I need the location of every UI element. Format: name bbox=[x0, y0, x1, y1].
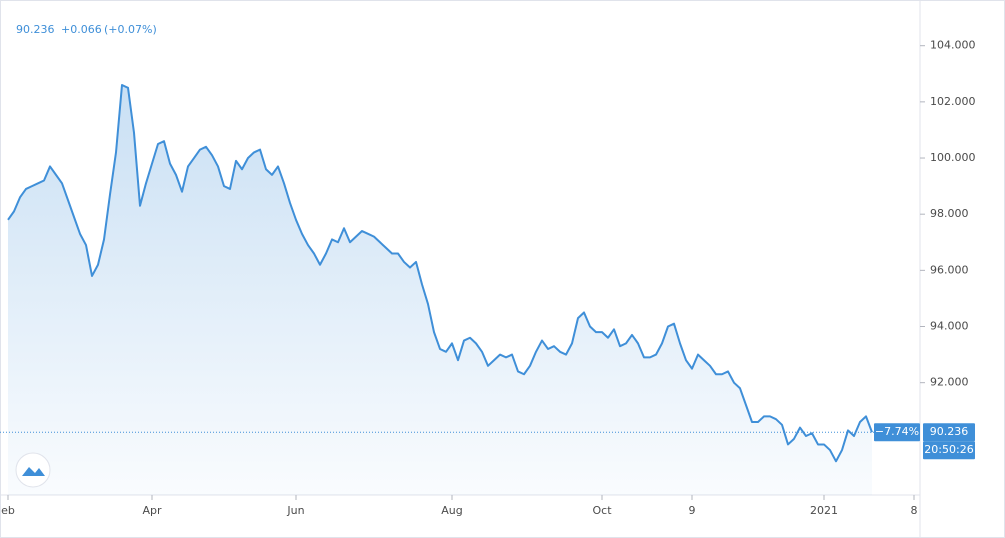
plot bbox=[7, 84, 873, 495]
x-tick-label: Jun bbox=[286, 504, 304, 517]
y-tick-label: 100.000 bbox=[930, 151, 976, 164]
price-line bbox=[7, 84, 873, 463]
header-change-pct: (+0.07%) bbox=[104, 23, 157, 36]
x-tick-label: 2021 bbox=[810, 504, 838, 517]
area-fill bbox=[8, 85, 872, 495]
last-price-label: 90.236 bbox=[930, 425, 969, 438]
header-price: 90.236 bbox=[16, 23, 55, 36]
change-badge bbox=[874, 423, 920, 442]
y-tick-label: 96.000 bbox=[930, 263, 969, 276]
last-price-badge bbox=[923, 423, 975, 442]
change-label: −7.74% bbox=[875, 425, 919, 438]
y-tick-label: 102.000 bbox=[930, 95, 976, 108]
x-tick-label: Apr bbox=[142, 504, 162, 517]
time-badge bbox=[923, 441, 975, 460]
y-tick-label: 94.000 bbox=[930, 320, 969, 333]
x-tick-label: Aug bbox=[441, 504, 462, 517]
x-tick-label: Oct bbox=[592, 504, 612, 517]
x-tick-label: 8 bbox=[911, 504, 918, 517]
logo bbox=[15, 452, 51, 488]
x-tick-label: eb bbox=[1, 504, 15, 517]
x-tick-label: 9 bbox=[689, 504, 696, 517]
y-tick-label: 92.000 bbox=[930, 376, 969, 389]
header-change: +0.066 bbox=[61, 23, 102, 36]
time-label: 20:50:26 bbox=[924, 443, 973, 456]
y-tick-label: 98.000 bbox=[930, 207, 969, 220]
y-tick-label: 104.000 bbox=[930, 39, 976, 52]
